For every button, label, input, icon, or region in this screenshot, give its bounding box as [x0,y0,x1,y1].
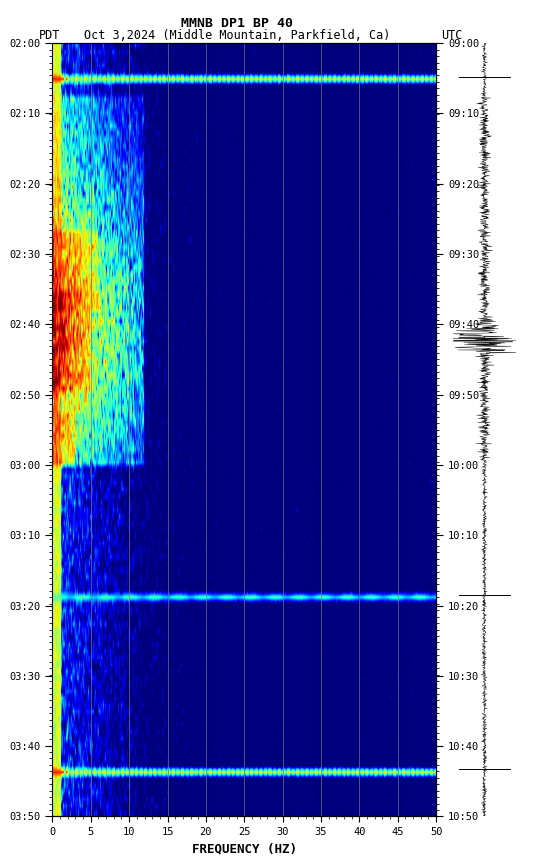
Text: UTC: UTC [442,29,463,42]
Text: Oct 3,2024 (Middle Mountain, Parkfield, Ca): Oct 3,2024 (Middle Mountain, Parkfield, … [84,29,391,42]
Text: MMNB DP1 BP 40: MMNB DP1 BP 40 [182,17,293,30]
X-axis label: FREQUENCY (HZ): FREQUENCY (HZ) [192,842,297,855]
Text: PDT: PDT [39,29,60,42]
